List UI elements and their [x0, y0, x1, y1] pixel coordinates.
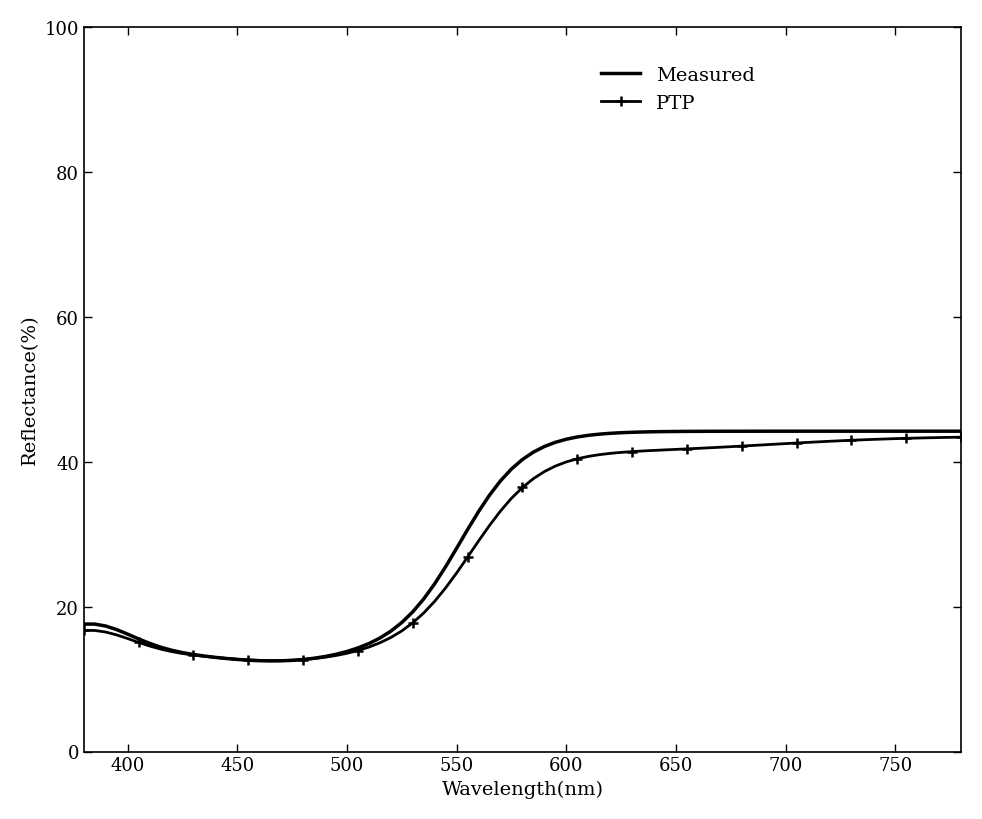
- X-axis label: Wavelength(nm): Wavelength(nm): [442, 780, 604, 799]
- PTP: [78, 626, 89, 636]
- Legend: Measured, PTP: Measured, PTP: [593, 59, 762, 120]
- PTP: [846, 436, 857, 446]
- PTP: [955, 432, 967, 442]
- Measured: [572, 432, 583, 442]
- PTP: [879, 435, 891, 445]
- Y-axis label: Reflectance(%): Reflectance(%): [21, 314, 39, 465]
- Measured: [264, 656, 276, 666]
- PTP: [264, 656, 276, 666]
- Measured: [879, 427, 891, 437]
- Measured: [736, 427, 747, 437]
- PTP: [637, 446, 649, 456]
- PTP: [736, 441, 747, 451]
- Measured: [637, 428, 649, 437]
- Line: PTP: PTP: [79, 432, 966, 666]
- Measured: [955, 427, 967, 437]
- Measured: [846, 427, 857, 437]
- PTP: [572, 455, 583, 464]
- Measured: [78, 619, 89, 629]
- Line: Measured: Measured: [83, 432, 961, 661]
- Measured: [801, 427, 813, 437]
- PTP: [801, 438, 813, 448]
